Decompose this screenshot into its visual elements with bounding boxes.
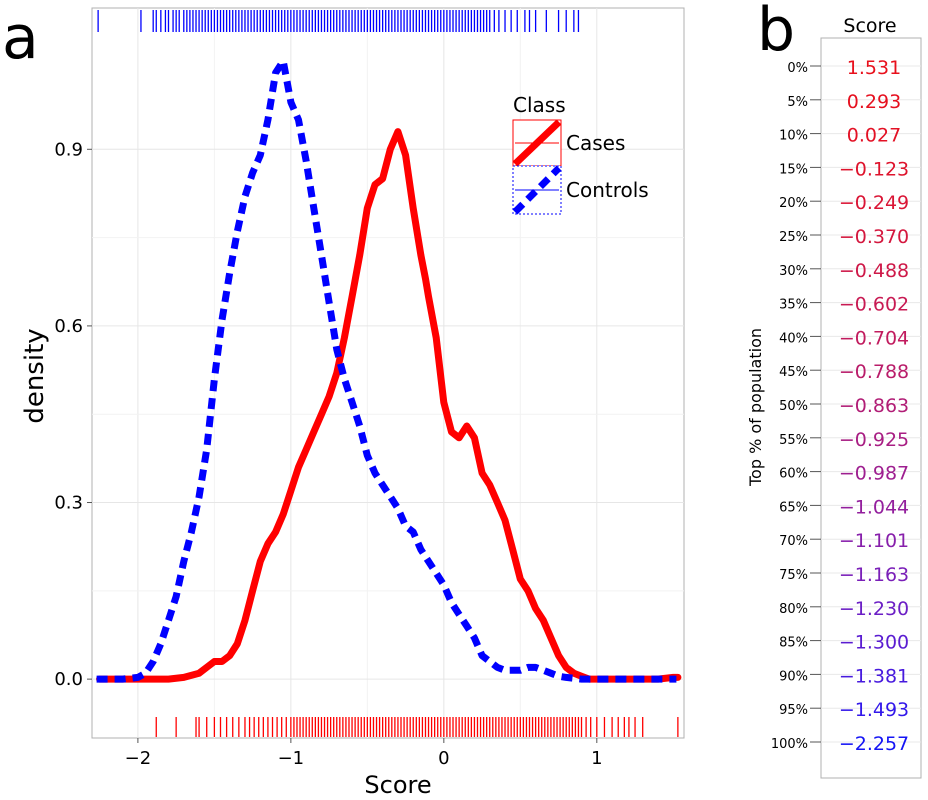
- table-row-pct: 55%: [779, 433, 808, 448]
- table-row-score: −0.704: [839, 327, 909, 349]
- x-axis-ticks: −2 −1 0 1: [125, 738, 603, 769]
- series-line-controls: [96, 57, 677, 683]
- table-row-pct: 45%: [779, 365, 808, 380]
- y-axis-ticks: 0.0 0.3 0.6 0.9: [54, 139, 92, 690]
- rug-cases: [155, 717, 679, 737]
- y-tick-label: 0.9: [54, 139, 83, 160]
- rug-controls: [97, 10, 580, 32]
- table-row-score: −1.163: [839, 564, 909, 586]
- table-row-score: −1.381: [839, 665, 909, 687]
- x-tick-label: 1: [591, 748, 602, 769]
- legend-key-cases-diagonal: [512, 119, 562, 167]
- table-row-pct: 100%: [771, 737, 808, 752]
- legend-label-controls: Controls: [566, 178, 649, 202]
- table-row-score: −0.602: [839, 294, 909, 316]
- y-tick-label: 0.6: [54, 316, 83, 337]
- legend-title: Class: [513, 93, 566, 117]
- table-row-pct: 20%: [779, 196, 808, 211]
- plot-area: [91, 7, 685, 739]
- table-row-pct: 50%: [779, 399, 808, 414]
- table-row-pct: 30%: [779, 264, 808, 279]
- table-row-score: −1.044: [839, 496, 909, 518]
- table-row-pct: 60%: [779, 467, 808, 482]
- table-row-score: −0.123: [839, 158, 909, 180]
- x-axis-label: Score: [364, 771, 431, 799]
- x-tick-label: −2: [125, 748, 152, 769]
- table-row-score: 1.531: [847, 57, 901, 79]
- table-row-pct: 95%: [779, 703, 808, 718]
- y-axis-label: density: [20, 328, 50, 423]
- table-row-score: −1.493: [839, 699, 909, 721]
- table-row-pct: 0%: [787, 61, 808, 76]
- table-row-score: −0.249: [839, 192, 909, 214]
- legend-label-cases: Cases: [566, 131, 625, 155]
- table-row-score: −0.488: [839, 260, 909, 282]
- row-axis-label: Top % of population: [746, 328, 765, 487]
- legend: Class Cases Controls: [512, 93, 649, 215]
- table-row-score: −0.987: [839, 463, 909, 485]
- table-row-score: −0.370: [839, 226, 909, 248]
- table-row-pct: 65%: [779, 500, 808, 515]
- table-row-pct: 10%: [779, 129, 808, 144]
- table-row-score: −0.925: [839, 429, 909, 451]
- table-row-score: −0.788: [839, 361, 909, 383]
- table-row-pct: 80%: [779, 602, 808, 617]
- table-row-score: 0.027: [847, 125, 901, 147]
- table-grid: [810, 65, 921, 743]
- x-tick-label: −1: [278, 748, 305, 769]
- y-tick-label: 0.0: [54, 669, 83, 690]
- table-row-pct: 25%: [779, 230, 808, 245]
- x-tick-label: 0: [438, 748, 449, 769]
- table-row-pct: 70%: [779, 534, 808, 549]
- panel-b-label: b: [757, 0, 795, 65]
- y-tick-label: 0.3: [54, 493, 83, 514]
- panel-a-label: a: [2, 3, 39, 73]
- table-row-score: −1.101: [839, 530, 909, 552]
- legend-key-controls-diagonal: [512, 165, 562, 215]
- table-row-score: −2.257: [839, 733, 909, 755]
- table-row-score: 0.293: [847, 91, 901, 113]
- table-row-score: −1.230: [839, 598, 909, 620]
- table-row-pct: 5%: [787, 95, 808, 110]
- table-row-pct: 15%: [779, 162, 808, 177]
- table-row-pct: 40%: [779, 331, 808, 346]
- table-column-header: Score: [843, 15, 896, 37]
- table-row-pct: 85%: [779, 636, 808, 651]
- table-row-score: −1.300: [839, 632, 909, 654]
- table-row-pct: 75%: [779, 568, 808, 583]
- table-rows: 0% 1.531 5% 0.293 10% 0.027 15% −0.123 20% −0.249…: [771, 57, 909, 755]
- table-row-pct: 35%: [779, 298, 808, 313]
- table-row-score: −0.863: [839, 395, 909, 417]
- table-frame: [820, 37, 922, 779]
- table-row-pct: 90%: [779, 669, 808, 684]
